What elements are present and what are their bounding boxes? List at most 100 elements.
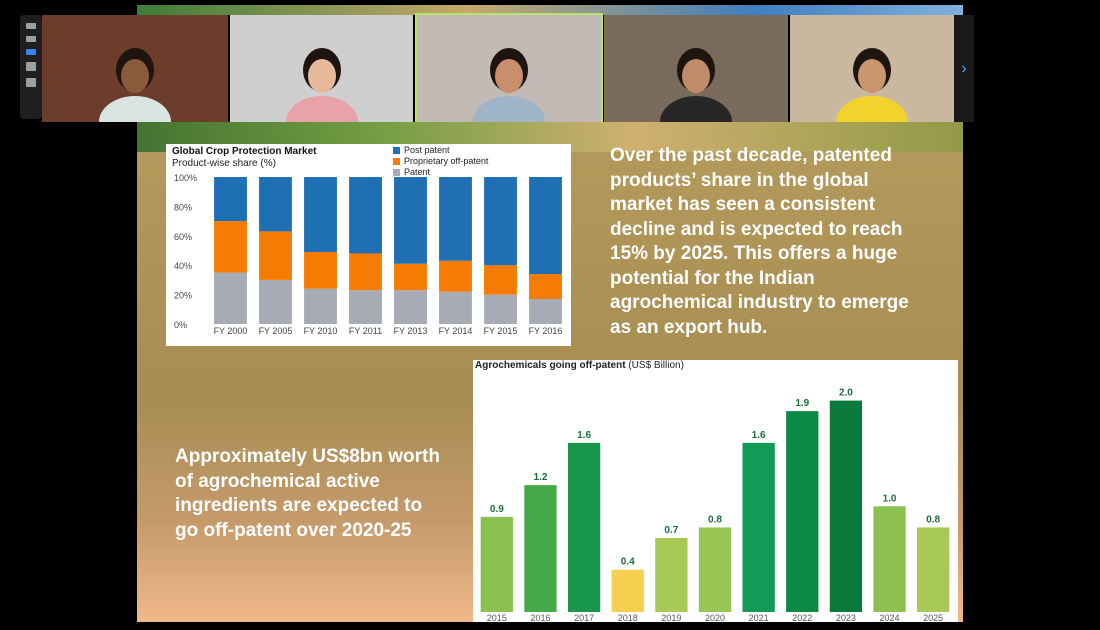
chart1-legend: Post patent Proprietary off-patent Paten… [393, 145, 488, 178]
chart1-x-tick: FY 2000 [214, 326, 248, 336]
chart1-bar-segment [349, 290, 382, 324]
chart2-x-tick: 2016 [530, 613, 550, 622]
chart1-bar-segment [484, 294, 517, 324]
speaker-view-icon[interactable] [26, 36, 36, 42]
gallery-icon[interactable] [26, 49, 36, 55]
chart1-x-tick: FY 2010 [304, 326, 338, 336]
chart2-bar [829, 400, 863, 612]
chart1-bar-segment [259, 279, 292, 324]
slide-top-strip [137, 5, 963, 15]
participant-avatar-icon [473, 48, 545, 122]
crop-protection-chart: Global Crop Protection Market Product-wi… [166, 144, 571, 346]
chart2-title: Agrochemicals going off-patent (US$ Bill… [475, 360, 684, 371]
participant-tile[interactable] [604, 15, 788, 122]
chart2-bar [524, 485, 557, 612]
chart2-data-label: 1.0 [883, 493, 897, 504]
chart2-x-tick: 2022 [792, 613, 812, 622]
chart2-data-label: 1.6 [752, 430, 766, 441]
chart2-x-tick: 2025 [923, 613, 943, 622]
chart1-bar-segment [439, 291, 472, 324]
chart1-plot: 0% 20% 40% 60% 80% 100% FY 2000 FY 2005 FY 2010 F… [174, 173, 563, 336]
chart2-x-tick: 2024 [880, 613, 900, 622]
chart2-x-tick: 2018 [618, 613, 638, 622]
participant-avatar-icon [99, 48, 171, 122]
chart2-x-tick: 2020 [705, 613, 725, 622]
chart1-y-tick: 100% [174, 173, 197, 183]
participant-tile[interactable] [230, 15, 413, 122]
participant-video-strip [42, 13, 954, 124]
chart2-bar [698, 527, 732, 612]
chart1-bar-segment [484, 265, 517, 295]
chart1-y-tick: 40% [174, 261, 192, 271]
participant-tile[interactable] [42, 15, 228, 122]
chart2-bar [567, 442, 601, 612]
chart1-bar-segment [214, 177, 247, 222]
view-toolbar [20, 15, 42, 119]
chart1-bar-segment [394, 290, 427, 324]
grid-icon[interactable] [26, 62, 36, 71]
chart2-data-label: 0.7 [664, 525, 678, 536]
shared-slide: Global Crop Protection Market Product-wi… [137, 122, 963, 622]
grip-icon[interactable] [26, 23, 36, 29]
chart2-bar [873, 506, 906, 612]
chart2-data-label: 2.0 [839, 388, 853, 399]
chart1-x-tick: FY 2013 [394, 326, 428, 336]
chart2-x-tick: 2019 [661, 613, 681, 622]
chart1-y-tick: 0% [174, 320, 187, 330]
next-page-arrow[interactable]: › [954, 15, 974, 122]
chart2-data-label: 0.9 [490, 504, 504, 515]
chart2-bar [480, 516, 513, 612]
chart2-x-tick: 2023 [836, 613, 856, 622]
chart1-bar-segment [214, 221, 247, 273]
chart1-x-tick: FY 2005 [259, 326, 293, 336]
participant-tile[interactable] [790, 15, 954, 122]
participant-avatar-icon [660, 48, 732, 122]
chart1-bar-segment [304, 288, 337, 324]
chart1-x-tick: FY 2014 [439, 326, 473, 336]
chart2-x-tick: 2017 [574, 613, 594, 622]
chart1-x-tick: FY 2011 [349, 326, 382, 336]
layout-icon[interactable] [26, 78, 36, 87]
participant-avatar-icon [285, 48, 358, 122]
slide-right-text: Over the past decade, patented products’… [610, 145, 909, 338]
chart1-y-tick: 80% [174, 202, 192, 212]
chart2-data-label: 0.8 [708, 514, 722, 525]
chart1-bar-segment [529, 274, 562, 300]
chart1-bar-segment [214, 272, 247, 324]
chart1-bar-segment [349, 253, 382, 291]
chart1-bar-segment [259, 231, 292, 280]
chart1-y-tick: 60% [174, 232, 192, 242]
chart2-bar [917, 527, 950, 612]
chart1-bar-segment [349, 177, 382, 254]
chart1-bar-segment [304, 177, 337, 252]
chart1-y-tick: 20% [174, 291, 192, 301]
chart1-bar-segment [304, 251, 337, 289]
chart1-bar-segment [439, 177, 472, 261]
chart2-data-label: 0.4 [621, 557, 635, 568]
chart1-bar-segment [484, 177, 517, 266]
chart2-data-label: 0.8 [926, 514, 940, 525]
chart2-bar [742, 442, 775, 612]
chart2-x-tick: 2021 [749, 613, 769, 622]
chart2-data-label: 1.6 [577, 430, 591, 441]
chart1-bar-segment [259, 177, 292, 232]
chart1-x-tick: FY 2016 [529, 326, 563, 336]
legend-item-post-patent: Post patent [393, 145, 488, 156]
chart2-x-tick: 2015 [487, 613, 507, 622]
legend-item-patent: Patent [393, 167, 488, 178]
chart1-bar-segment [394, 263, 427, 291]
participant-avatar-icon [836, 48, 908, 122]
chart1-bar-segment [529, 177, 562, 275]
participant-tile[interactable] [415, 13, 603, 124]
chart1-subtitle: Product-wise share (%) [172, 158, 276, 169]
legend-item-proprietary: Proprietary off-patent [393, 156, 488, 167]
chart2-plot: 0.9 2015 1.2 2016 1.6 2017 0.4 2018 0.7 2019 0.8 20… [480, 388, 950, 622]
chart2-bar [655, 538, 688, 612]
chart2-data-label: 1.2 [534, 472, 548, 483]
chart1-title: Global Crop Protection Market [172, 146, 317, 157]
chart2-bar [786, 411, 819, 612]
chart2-data-label: 1.9 [795, 398, 809, 409]
chart2-bar [611, 569, 644, 612]
chart1-bar-segment [439, 260, 472, 292]
chart1-bar-segment [394, 177, 427, 264]
